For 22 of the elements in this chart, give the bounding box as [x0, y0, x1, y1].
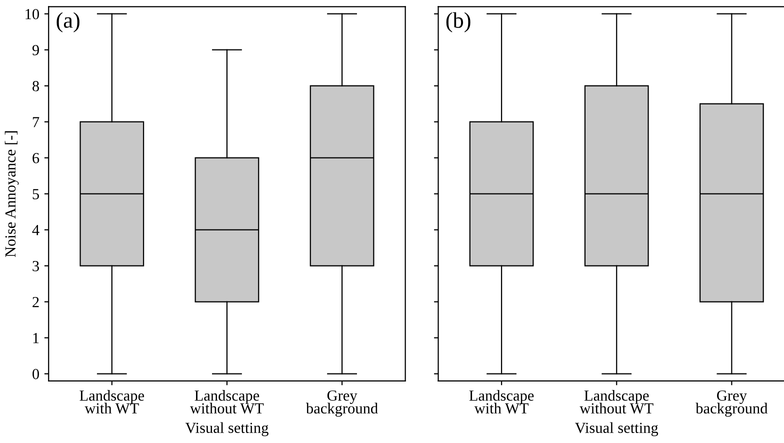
y-tick-label: 3 — [32, 260, 39, 272]
y-tick-label: 10 — [26, 8, 39, 20]
y-tick-label: 7 — [32, 117, 40, 128]
x-tick-label: Landscape with WT — [80, 390, 144, 414]
y-tick-label: 0 — [32, 368, 39, 380]
x-axis-title: Visual setting — [185, 422, 268, 436]
x-tick-label: Grey background — [696, 390, 768, 417]
annotation: (a) — [56, 12, 80, 32]
x-axis-title: Visual setting — [575, 422, 658, 436]
y-tick-label: 6 — [32, 153, 40, 164]
x-tick-label: Grey background — [306, 390, 378, 417]
y-axis-title: Noise Annoyance [-] — [4, 131, 19, 258]
y-tick-label: 2 — [32, 296, 39, 308]
x-tick-label: Landscape with WT — [469, 390, 534, 414]
y-tick-label: 4 — [32, 225, 40, 236]
annotation: (b) — [446, 12, 470, 32]
y-tick-label: 5 — [32, 189, 39, 200]
y-tick-label: 1 — [33, 333, 39, 344]
y-tick-label: 8 — [32, 80, 39, 92]
x-tick-label: Landscape without WT — [190, 390, 264, 414]
x-tick-label: Landscape without WT — [580, 390, 654, 414]
y-tick-label: 9 — [32, 45, 39, 56]
